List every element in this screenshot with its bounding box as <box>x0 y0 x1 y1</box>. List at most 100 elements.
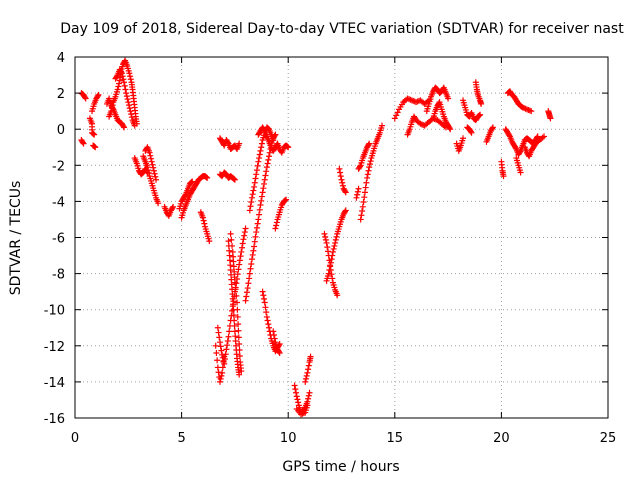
data-point <box>188 179 195 186</box>
data-point <box>221 353 228 360</box>
data-point <box>361 194 368 201</box>
data-point <box>79 139 86 146</box>
data-point <box>251 183 258 190</box>
data-point <box>294 396 301 403</box>
data-point <box>218 347 225 354</box>
data-point <box>534 133 541 140</box>
data-point <box>258 193 265 200</box>
data-point <box>109 102 116 109</box>
data-point <box>144 164 151 171</box>
data-point <box>231 322 238 329</box>
data-point <box>147 152 154 159</box>
data-point <box>121 82 128 89</box>
data-point <box>235 321 242 328</box>
data-point <box>327 259 334 266</box>
data-point <box>359 208 366 215</box>
data-point <box>276 340 283 347</box>
data-point <box>127 73 134 80</box>
data-point <box>116 80 123 87</box>
data-point <box>293 389 300 396</box>
data-point <box>332 236 339 243</box>
data-point <box>266 153 273 160</box>
data-point <box>219 364 226 371</box>
data-point <box>259 189 266 196</box>
data-point <box>246 207 253 214</box>
data-point <box>342 189 349 196</box>
data-point <box>224 139 231 146</box>
data-point <box>251 243 258 250</box>
data-point <box>261 295 268 302</box>
data-point <box>108 108 115 115</box>
data-point <box>283 196 290 203</box>
data-point <box>271 335 278 342</box>
data-point <box>337 173 344 180</box>
data-point <box>366 164 373 171</box>
data-point <box>293 393 300 400</box>
data-point <box>125 99 132 106</box>
data-point <box>247 203 254 210</box>
data-point <box>246 275 253 282</box>
data-point <box>170 203 177 210</box>
data-point <box>224 337 231 344</box>
data-point <box>339 182 346 189</box>
data-point <box>467 128 474 135</box>
x-tick-label: 20 <box>493 431 510 446</box>
y-tick-label: 2 <box>57 87 65 102</box>
y-tick-label: -6 <box>52 232 65 247</box>
data-point <box>248 256 255 263</box>
data-point <box>126 70 133 77</box>
data-point <box>328 271 335 278</box>
data-point <box>236 257 243 264</box>
data-point <box>264 160 271 167</box>
data-point <box>258 144 265 151</box>
data-point <box>263 164 270 171</box>
data-point <box>239 240 246 247</box>
data-point <box>307 353 314 360</box>
data-point <box>329 248 336 255</box>
data-point <box>367 158 374 165</box>
data-point <box>263 168 270 175</box>
data-point <box>214 357 221 364</box>
data-point <box>276 350 283 357</box>
data-point <box>291 382 298 389</box>
data-point <box>336 165 343 172</box>
data-point <box>203 174 210 181</box>
data-point <box>131 122 138 129</box>
data-point <box>91 131 98 138</box>
data-point <box>445 95 452 102</box>
y-tick-label: -16 <box>44 412 65 427</box>
data-point <box>206 238 213 245</box>
data-point <box>261 299 268 306</box>
data-point <box>213 350 220 357</box>
data-point <box>260 292 267 299</box>
data-point <box>365 141 372 148</box>
data-point <box>250 187 257 194</box>
data-point <box>246 270 253 277</box>
data-point <box>325 270 332 277</box>
data-point <box>122 86 129 93</box>
data-point <box>264 317 271 324</box>
data-point <box>394 109 401 116</box>
data-point <box>512 144 519 151</box>
data-point <box>366 140 373 147</box>
data-point <box>305 392 312 399</box>
data-point <box>270 328 277 335</box>
data-point <box>114 86 121 93</box>
data-point <box>182 192 189 199</box>
data-point <box>199 214 206 221</box>
data-point <box>248 194 255 201</box>
data-point <box>91 143 98 150</box>
data-point <box>263 313 270 320</box>
data-point <box>235 334 242 341</box>
data-point <box>332 239 339 246</box>
data-point <box>342 208 349 215</box>
data-point <box>516 149 523 156</box>
data-point <box>123 93 130 100</box>
data-point <box>489 125 496 132</box>
data-point <box>200 217 207 224</box>
data-point <box>253 171 260 178</box>
data-point <box>126 105 133 112</box>
data-point <box>124 96 131 103</box>
data-point <box>338 176 345 183</box>
